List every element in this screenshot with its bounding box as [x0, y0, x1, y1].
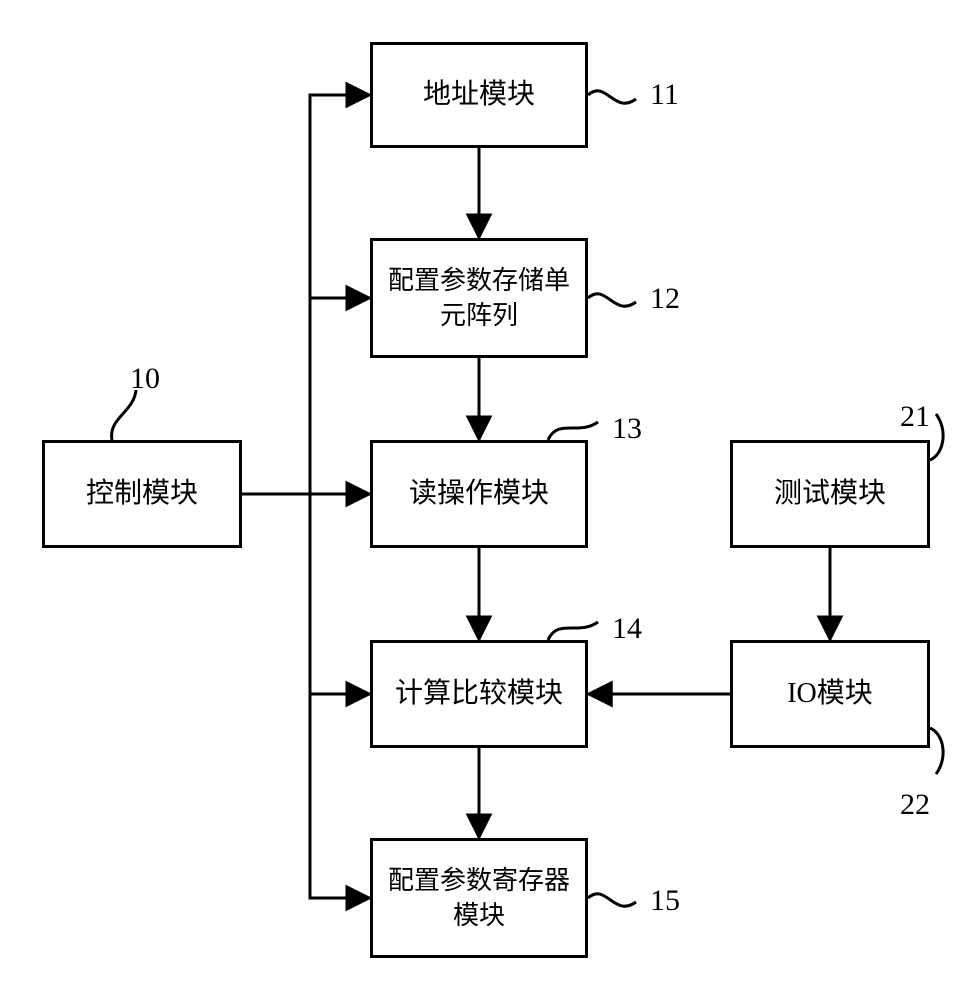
node-n21: 测试模块	[730, 440, 930, 548]
callout-n11	[588, 91, 636, 103]
edge-n10-n15	[242, 494, 370, 898]
edge-n10-n12	[242, 298, 370, 494]
callout-n22	[930, 728, 943, 774]
node-n11-number: 11	[650, 78, 679, 112]
diagram-canvas: 控制模块 10 地址模块 11 配置参数存储单元阵列 12 读操作模块 13 计算比较模块 14 配…	[0, 0, 964, 1000]
node-n12: 配置参数存储单元阵列	[370, 238, 588, 358]
node-n22-number: 22	[900, 788, 930, 822]
node-n15: 配置参数寄存器模块	[370, 838, 588, 958]
node-n10: 控制模块	[42, 440, 242, 548]
callout-n14	[548, 622, 598, 640]
callout-n21	[930, 414, 943, 460]
callout-n10	[112, 390, 136, 440]
node-n22: IO模块	[730, 640, 930, 748]
node-n11: 地址模块	[370, 42, 588, 148]
node-n13-number: 13	[612, 412, 642, 446]
node-n12-number: 12	[650, 282, 680, 316]
callout-n12	[588, 294, 636, 306]
edge-n10-n11	[242, 95, 370, 494]
node-n10-number: 10	[130, 362, 160, 396]
callout-n15	[588, 894, 636, 906]
node-n13: 读操作模块	[370, 440, 588, 548]
node-n14: 计算比较模块	[370, 640, 588, 748]
node-n15-number: 15	[650, 884, 680, 918]
callout-n13	[548, 422, 598, 440]
edge-n10-n14	[242, 494, 370, 694]
node-n14-number: 14	[612, 612, 642, 646]
node-n21-number: 21	[900, 400, 930, 434]
